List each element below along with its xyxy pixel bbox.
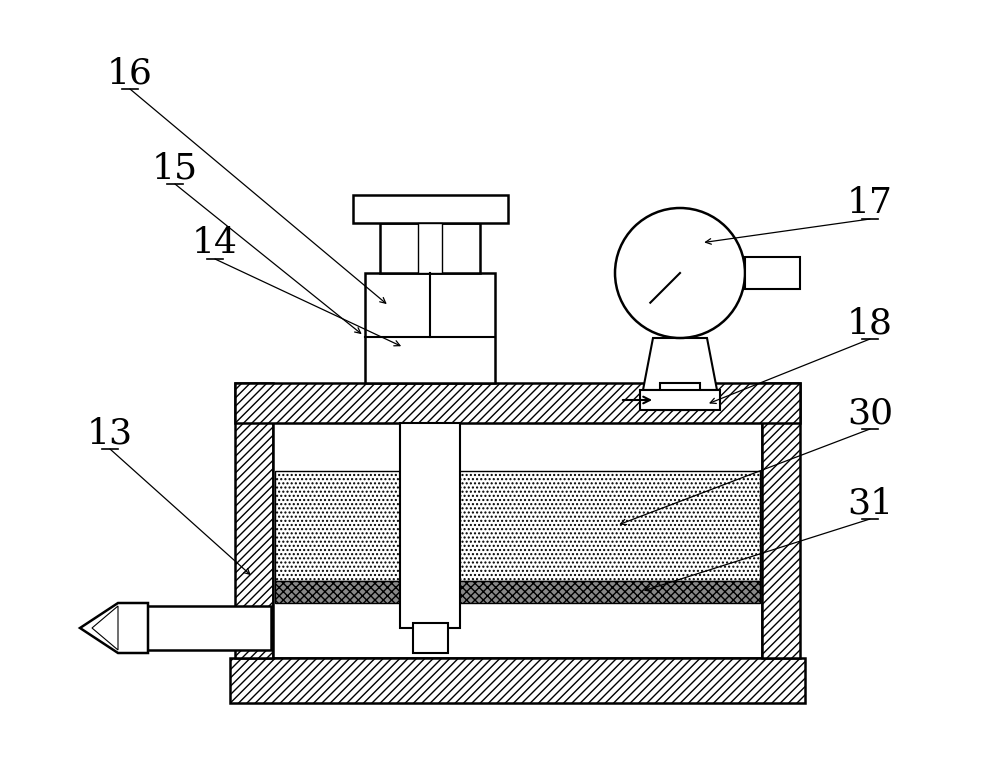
Bar [273, 423, 762, 658]
Bar [380, 223, 480, 273]
Bar [413, 623, 448, 653]
Bar [235, 383, 800, 423]
Polygon shape [80, 603, 148, 653]
Bar [745, 257, 800, 289]
Text: 17: 17 [847, 186, 893, 220]
Text: 13: 13 [87, 416, 133, 450]
Text: 16: 16 [107, 56, 153, 90]
Polygon shape [643, 338, 717, 390]
Bar [365, 273, 495, 383]
Bar [275, 471, 760, 581]
Bar [640, 390, 720, 410]
Bar [275, 581, 760, 603]
Bar [230, 658, 805, 703]
Text: 30: 30 [847, 396, 893, 430]
Text: 31: 31 [847, 486, 893, 520]
Text: 18: 18 [847, 306, 893, 340]
Text: 15: 15 [152, 151, 198, 185]
Polygon shape [92, 606, 118, 650]
Circle shape [615, 208, 745, 338]
Bar [400, 423, 460, 628]
Bar [660, 383, 700, 410]
Bar [353, 195, 508, 223]
Bar [235, 383, 273, 658]
Bar [118, 606, 271, 650]
Bar [762, 383, 800, 658]
Bar [418, 223, 442, 273]
Text: 14: 14 [192, 226, 238, 260]
